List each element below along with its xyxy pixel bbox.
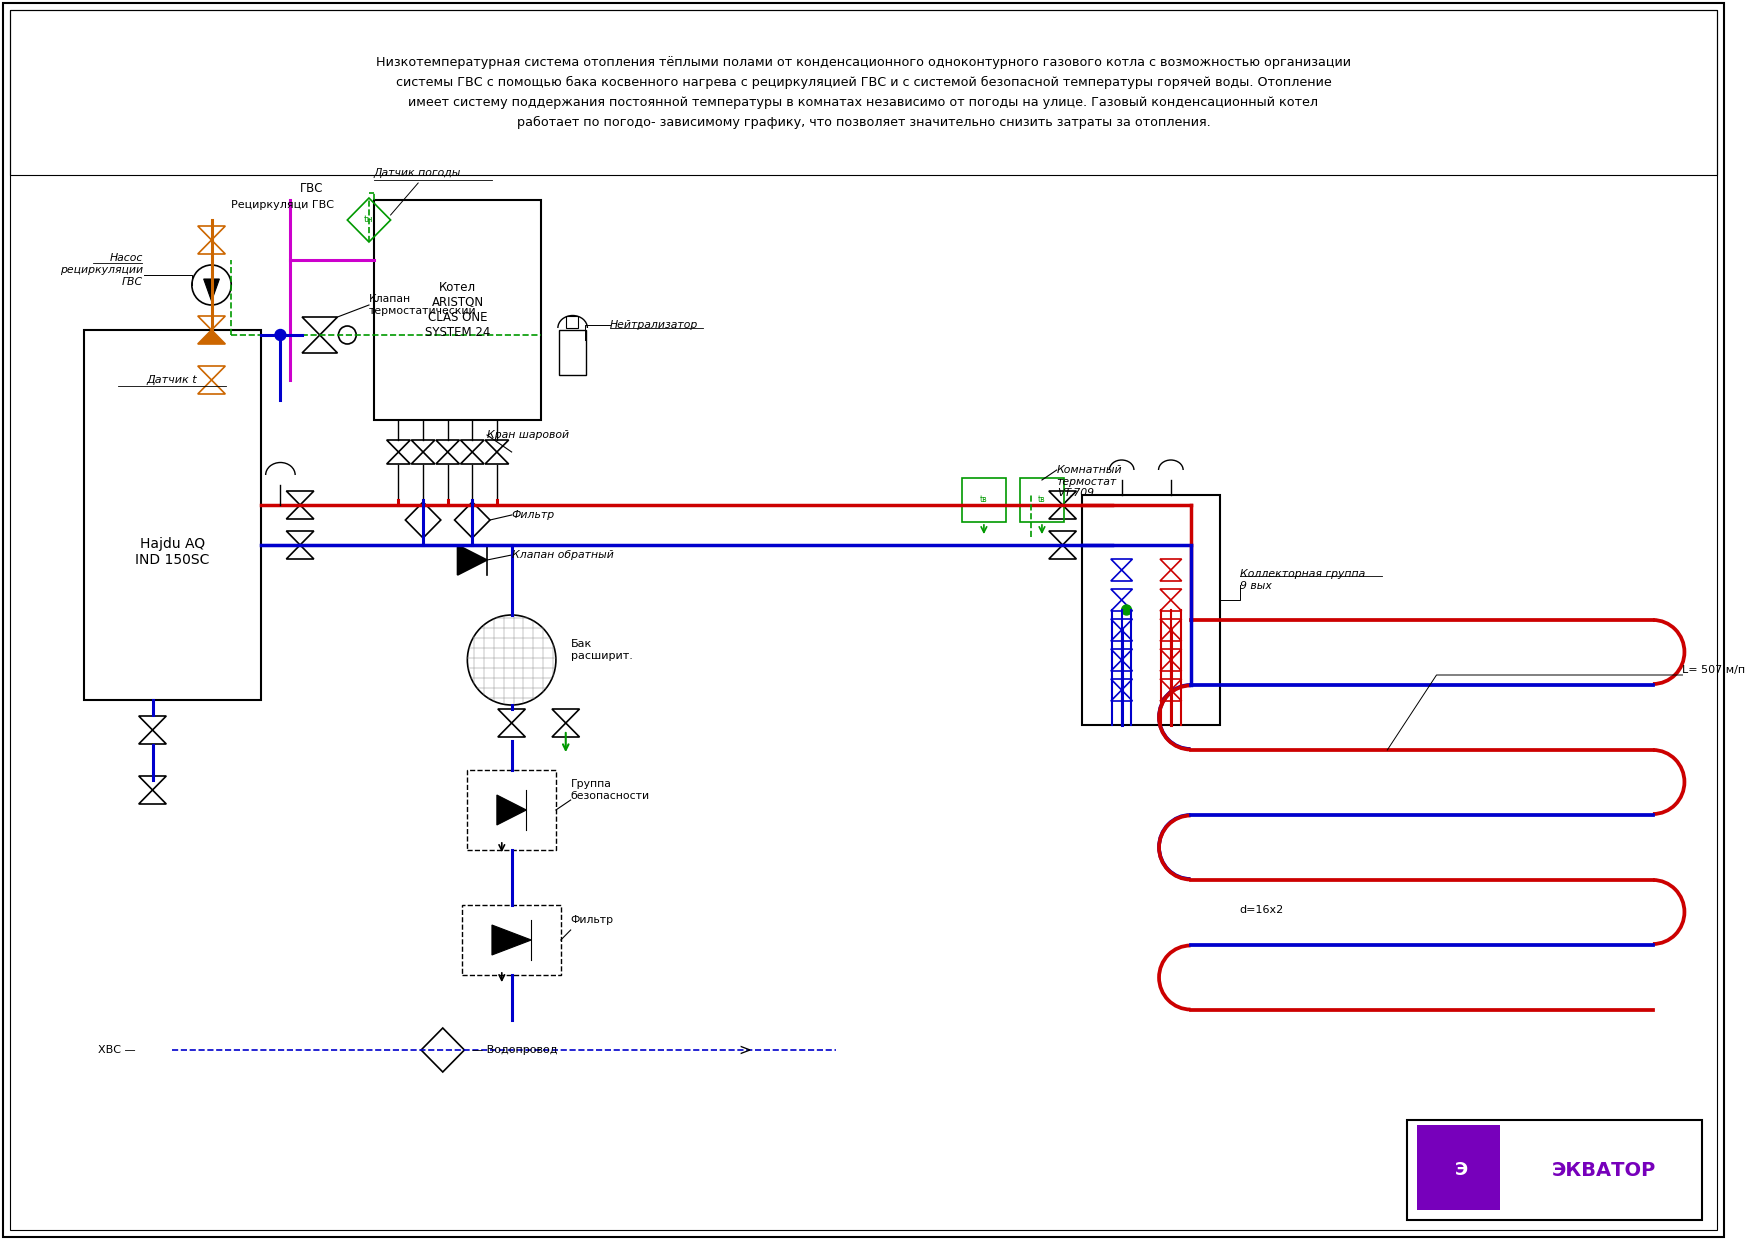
Bar bbox=[462, 905, 562, 975]
Polygon shape bbox=[497, 795, 526, 825]
Text: — Водопровод: — Водопровод bbox=[472, 1045, 558, 1055]
Bar bbox=[558, 330, 586, 374]
Bar bbox=[565, 316, 577, 329]
Text: Фильтр: Фильтр bbox=[570, 915, 614, 925]
Polygon shape bbox=[198, 330, 225, 343]
Text: Рециркуляци ГВС: Рециркуляци ГВС bbox=[232, 200, 333, 210]
Text: Группа
безопасности: Группа безопасности bbox=[570, 779, 649, 801]
Circle shape bbox=[276, 330, 286, 341]
Polygon shape bbox=[458, 546, 488, 575]
Bar bbox=[467, 770, 556, 849]
Text: Клапан обратный: Клапан обратный bbox=[512, 551, 614, 560]
Text: >: > bbox=[737, 1043, 751, 1058]
Text: Насос
рециркуляции
ГВС: Насос рециркуляции ГВС bbox=[60, 253, 142, 286]
Text: L= 507 м/п: L= 507 м/п bbox=[1683, 665, 1746, 675]
Text: Коллекторная группа
9 вых: Коллекторная группа 9 вых bbox=[1239, 569, 1365, 590]
Text: Нейтрализатор: Нейтрализатор bbox=[611, 320, 698, 330]
Bar bbox=[84, 330, 261, 701]
Text: Кран шаровой: Кран шаровой bbox=[488, 430, 569, 440]
Text: Бак
расширит.: Бак расширит. bbox=[570, 639, 632, 661]
Polygon shape bbox=[491, 925, 532, 955]
Bar bbox=[1020, 477, 1064, 522]
Bar bbox=[374, 200, 541, 420]
Text: Клапан
термостатический: Клапан термостатический bbox=[369, 294, 477, 316]
Polygon shape bbox=[204, 279, 219, 301]
Text: Фильтр: Фильтр bbox=[512, 510, 555, 520]
Text: tв: tв bbox=[1039, 496, 1046, 505]
Text: ГВС: ГВС bbox=[300, 182, 323, 195]
Text: Котел
ARISTON
CLAS ONE
SYSTEM 24: Котел ARISTON CLAS ONE SYSTEM 24 bbox=[425, 281, 490, 339]
Bar bbox=[11, 10, 1716, 175]
Text: d=16x2: d=16x2 bbox=[1239, 905, 1285, 915]
Bar bbox=[1408, 1120, 1702, 1220]
Text: Датчик t: Датчик t bbox=[147, 374, 198, 384]
Text: ЭКВАТОР: ЭКВАТОР bbox=[1551, 1161, 1657, 1179]
Circle shape bbox=[1121, 605, 1132, 615]
Text: Комнатный
термостат
VT.709: Комнатный термостат VT.709 bbox=[1057, 465, 1123, 498]
Text: Датчик погоды: Датчик погоды bbox=[374, 167, 462, 179]
Text: Низкотемпературная система отопления тёплыми полами от конденсационного одноконт: Низкотемпературная система отопления тёп… bbox=[376, 56, 1351, 129]
Bar bbox=[1083, 495, 1220, 725]
Text: tн: tн bbox=[363, 216, 374, 224]
Text: Hajdu AQ
IND 150SC: Hajdu AQ IND 150SC bbox=[135, 537, 209, 567]
Text: Э: Э bbox=[1455, 1161, 1467, 1179]
Bar bbox=[1416, 1125, 1501, 1210]
Bar bbox=[962, 477, 1006, 522]
Text: ХВС —: ХВС — bbox=[98, 1045, 137, 1055]
Text: tв: tв bbox=[979, 496, 988, 505]
